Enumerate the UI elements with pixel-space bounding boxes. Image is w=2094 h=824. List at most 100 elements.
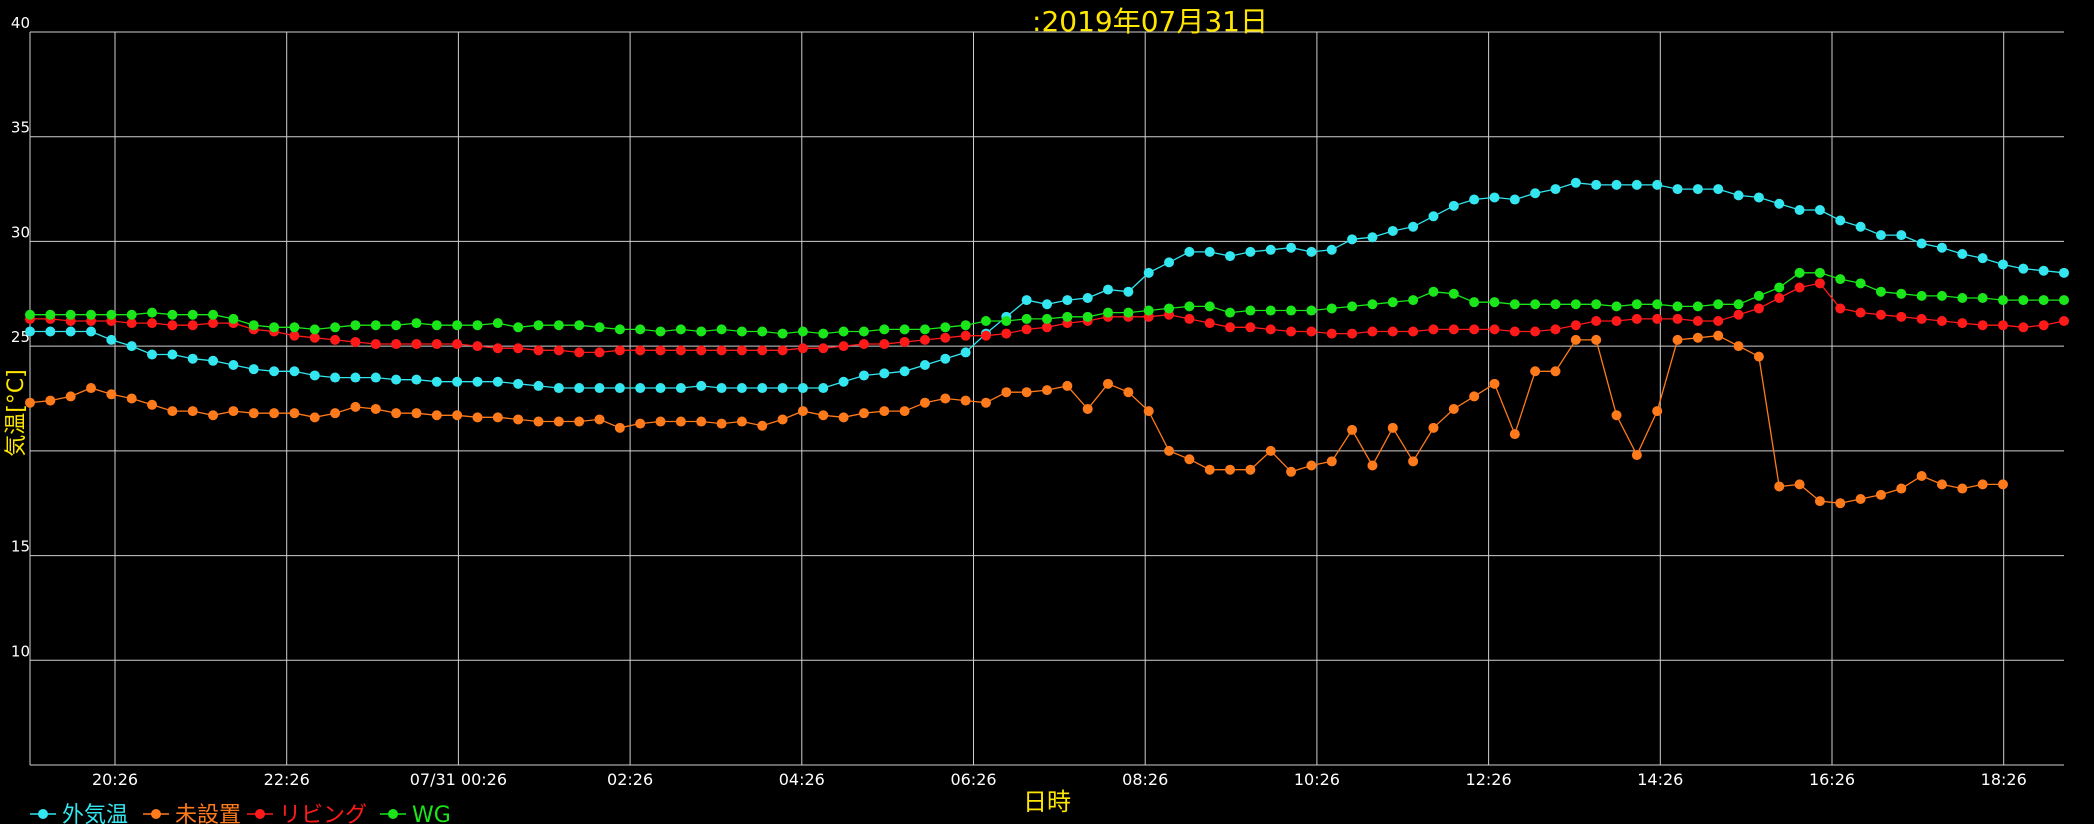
data-point <box>350 401 361 412</box>
x-tick-label: 10:26 <box>1294 770 1340 789</box>
data-point <box>1509 326 1520 337</box>
data-point <box>1306 246 1317 257</box>
data-point <box>1977 253 1988 264</box>
data-point <box>1408 221 1419 232</box>
data-point <box>1143 406 1154 417</box>
data-point <box>757 345 768 356</box>
data-point <box>858 370 869 381</box>
data-point <box>1001 328 1012 339</box>
data-point <box>1448 403 1459 414</box>
data-point <box>1286 326 1297 337</box>
data-point <box>1143 305 1154 316</box>
data-point <box>187 320 198 331</box>
data-point <box>1916 470 1927 481</box>
legend-label: 外気温 <box>62 803 128 824</box>
data-point <box>655 383 666 394</box>
data-point <box>1814 496 1825 507</box>
data-point <box>391 320 402 331</box>
data-point <box>1326 328 1337 339</box>
data-point <box>1733 309 1744 320</box>
x-tick-label: 22:26 <box>264 770 310 789</box>
data-point <box>1225 464 1236 475</box>
x-tick-label: 20:26 <box>92 770 138 789</box>
data-point <box>818 410 829 421</box>
data-point <box>1957 292 1968 303</box>
data-point <box>350 372 361 383</box>
series-1 <box>25 330 2008 509</box>
data-point <box>1753 290 1764 301</box>
data-point <box>899 336 910 347</box>
data-point <box>960 395 971 406</box>
data-point <box>1794 282 1805 293</box>
data-point <box>248 320 259 331</box>
data-point <box>1042 385 1052 396</box>
data-point <box>350 320 361 331</box>
data-point <box>1001 316 1012 327</box>
y-tick-label: 30 <box>11 223 30 241</box>
data-point <box>1062 311 1073 322</box>
data-point <box>757 383 768 394</box>
data-point <box>309 370 320 381</box>
data-point <box>818 328 829 339</box>
data-point <box>675 383 686 394</box>
data-point <box>1428 211 1439 222</box>
data-point <box>1184 313 1195 324</box>
data-point <box>65 391 76 402</box>
data-point <box>370 372 381 383</box>
data-point <box>1631 450 1642 461</box>
data-point <box>574 383 585 394</box>
data-point <box>594 347 605 358</box>
data-point <box>1835 303 1846 314</box>
x-axis-ticks: 20:26 22:26 07/31 00:26 02:26 04:26 06:26 08:2… <box>92 770 2027 789</box>
data-point <box>1042 299 1052 310</box>
series-layer <box>25 177 2069 509</box>
data-point <box>757 420 768 431</box>
y-tick-label: 40 <box>11 14 30 32</box>
data-point <box>879 406 890 417</box>
data-point <box>1326 244 1337 255</box>
data-point <box>1164 257 1175 268</box>
data-point <box>1306 326 1317 337</box>
data-point <box>1855 221 1866 232</box>
data-point <box>1550 324 1561 335</box>
data-point <box>248 364 259 375</box>
data-point <box>472 412 483 423</box>
data-point <box>1103 284 1114 295</box>
data-point <box>1875 309 1886 320</box>
data-point <box>1550 366 1561 377</box>
data-point <box>65 309 76 320</box>
data-point <box>1367 232 1378 243</box>
data-point <box>1835 274 1846 285</box>
data-point <box>492 376 503 387</box>
data-point <box>228 406 239 417</box>
data-point <box>106 309 117 320</box>
data-point <box>716 418 727 429</box>
data-point <box>1631 299 1642 310</box>
data-point <box>472 341 483 352</box>
data-point <box>472 376 483 387</box>
data-point <box>106 334 117 345</box>
data-point <box>858 408 869 419</box>
data-point <box>2059 295 2069 306</box>
x-tick-label: 07/31 00:26 <box>410 770 507 789</box>
data-point <box>1469 194 1480 205</box>
y-tick-label: 35 <box>11 119 30 137</box>
data-point <box>1387 297 1398 308</box>
data-point <box>1916 313 1927 324</box>
data-point <box>147 349 158 360</box>
data-point <box>1977 320 1988 331</box>
data-point <box>1347 234 1358 245</box>
data-point <box>757 326 768 337</box>
x-tick-label: 18:26 <box>1981 770 2027 789</box>
data-point <box>1367 460 1378 471</box>
data-point <box>797 406 808 417</box>
data-point <box>147 399 158 410</box>
data-point <box>940 332 951 343</box>
data-point <box>716 324 727 335</box>
legend-swatch-marker <box>388 809 398 819</box>
data-point <box>1672 334 1683 345</box>
data-point <box>167 309 178 320</box>
data-point <box>838 412 849 423</box>
data-point <box>736 345 747 356</box>
